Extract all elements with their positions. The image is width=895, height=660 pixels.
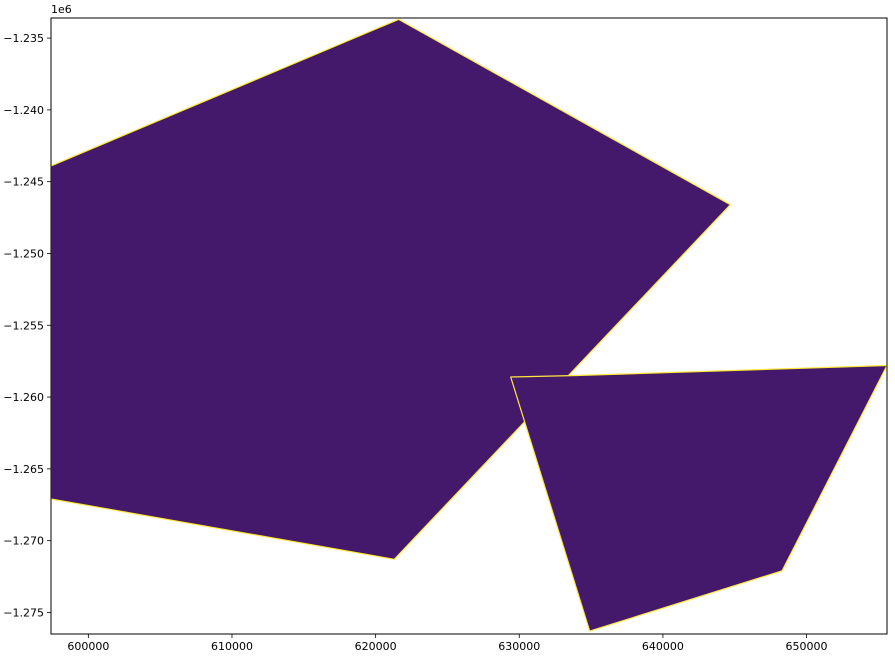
y-tick-label: −1.250 xyxy=(3,247,44,260)
x-tick-label: 600000 xyxy=(67,640,109,653)
footprint-polygon-2 xyxy=(510,364,887,632)
y-tick-label: −1.245 xyxy=(3,176,44,189)
x-tick-label: 640000 xyxy=(642,640,684,653)
y-tick-label: −1.240 xyxy=(3,104,44,117)
x-tick-label: 630000 xyxy=(498,640,540,653)
x-tick-label: 620000 xyxy=(355,640,397,653)
y-tick-label: −1.265 xyxy=(3,463,44,476)
y-tick-label: −1.260 xyxy=(3,391,44,404)
x-axis: 600000 610000 620000 630000 640000 650000 xyxy=(67,634,828,653)
y-axis: −1.235 −1.240 −1.245 −1.250 −1.255 −1.260 −1.2… xyxy=(3,32,51,619)
axes-frame xyxy=(50,17,888,635)
y-tick-label: −1.235 xyxy=(3,32,44,45)
raster-footprints xyxy=(51,18,887,632)
plot-area xyxy=(51,18,887,634)
y-tick-label: −1.270 xyxy=(3,535,44,548)
x-tick-label: 650000 xyxy=(786,640,828,653)
y-tick-label: −1.275 xyxy=(3,606,44,619)
x-tick-label: 610000 xyxy=(211,640,253,653)
y-tick-label: −1.255 xyxy=(3,319,44,332)
y-offset-text: 1e6 xyxy=(51,3,72,16)
